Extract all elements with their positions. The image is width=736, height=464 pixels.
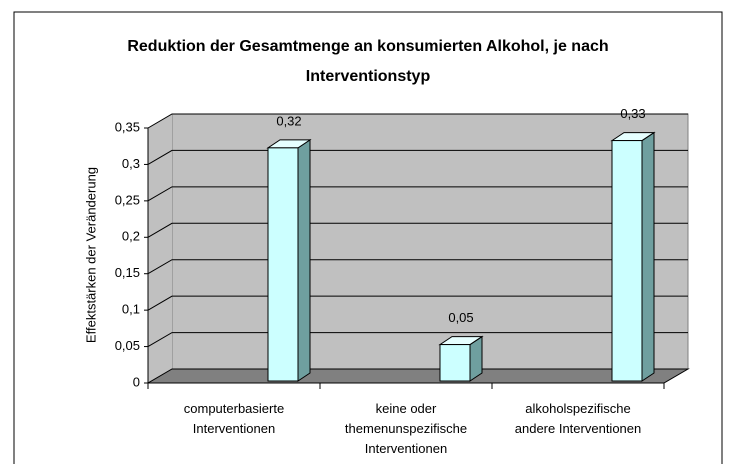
y-tick-label: 0,15: [115, 265, 140, 280]
bar-side: [641, 131, 655, 382]
grid-line: [147, 259, 688, 275]
grid-line: [147, 186, 688, 202]
bar: [267, 147, 299, 382]
x-tick-label: computerbasierte Interventionen: [183, 401, 285, 436]
back-wall: [171, 113, 689, 370]
bar: [611, 140, 643, 382]
grid-line: [147, 149, 688, 165]
y-tick-label: 0,05: [115, 338, 140, 353]
y-axis-label: Effektstärken der Veränderung: [83, 167, 98, 343]
y-tick-label: 0,3: [122, 156, 140, 171]
floor: [146, 368, 690, 384]
value-label: 0,05: [448, 310, 473, 325]
grid-line: [147, 222, 688, 238]
chart-title: Reduktion der Gesamtmenge an konsumierte…: [127, 38, 609, 85]
value-label: 0,33: [620, 106, 645, 121]
bar-side: [297, 138, 311, 382]
x-tick-label: alkoholspezifische andere Interventionen: [514, 401, 642, 436]
y-tick-label: 0,2: [122, 229, 140, 244]
y-tick-label: 0: [133, 374, 140, 389]
value-label: 0,32: [276, 113, 301, 128]
grid-line: [147, 332, 688, 348]
side-wall: [148, 114, 172, 383]
y-tick-label: 0,35: [115, 119, 140, 134]
y-tick-label: 0,25: [115, 192, 140, 207]
grid-line: [147, 295, 688, 311]
grid-line: [147, 113, 688, 129]
y-tick-label: 0,1: [122, 302, 140, 317]
bar: [439, 344, 471, 382]
x-tick-label: keine oder themenunspezifische Intervent…: [344, 401, 468, 456]
